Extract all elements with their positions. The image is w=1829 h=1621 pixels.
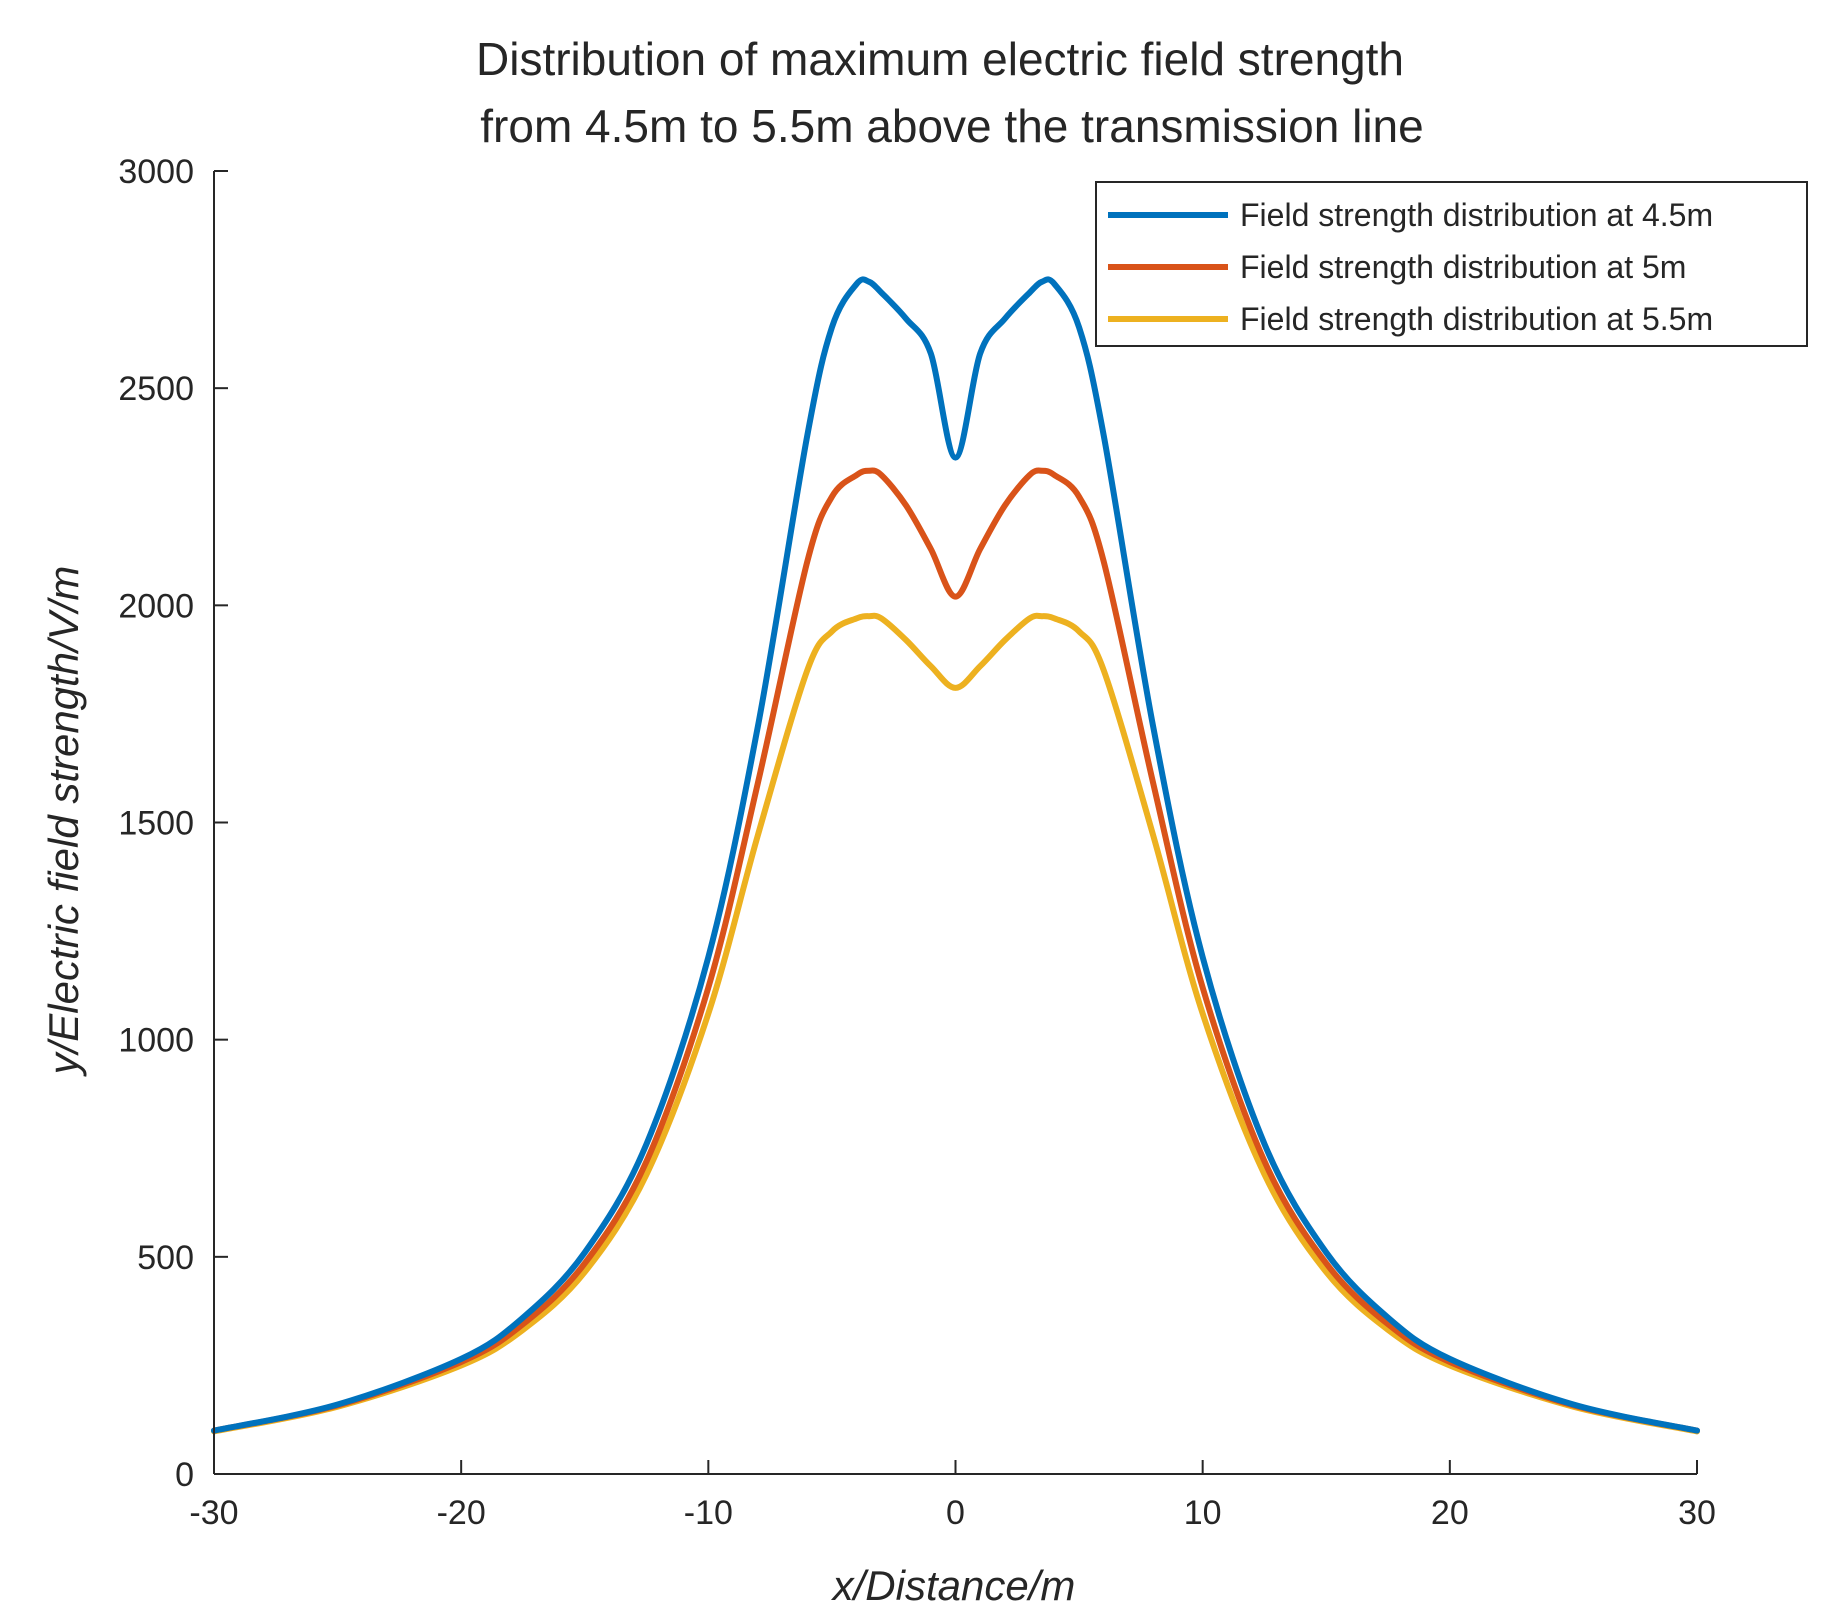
x-tick-label: 0 [946, 1494, 965, 1532]
y-tick-label: 3000 [118, 153, 194, 191]
series-layer [211, 276, 1700, 1435]
chart-title-line-2: from 4.5m to 5.5m above the transmission… [480, 100, 1423, 152]
x-axis-label: x/Distance/m [831, 1562, 1076, 1609]
y-ticks: 0 500 1000 1500 2000 2500 3000 [118, 153, 228, 1494]
series-line-1 [211, 276, 1700, 1434]
y-axis-label: y/Electric field strength/V/m [40, 566, 87, 1078]
x-tick-label: -30 [189, 1494, 238, 1532]
x-tick-label: -10 [684, 1494, 733, 1532]
legend-label-3: Field strength distribution at 5.5m [1240, 301, 1713, 337]
legend-label-2: Field strength distribution at 5m [1240, 249, 1686, 285]
y-tick-label: 1000 [118, 1022, 194, 1060]
series-line-2 [211, 467, 1700, 1434]
x-tick-label: 10 [1184, 1494, 1222, 1532]
y-tick-label: 2000 [118, 587, 194, 625]
chart-title-line-1: Distribution of maximum electric field s… [476, 33, 1404, 85]
legend: Field strength distribution at 4.5m Field… [1095, 181, 1808, 347]
x-tick-label: 20 [1431, 1494, 1469, 1532]
x-tick-label: -20 [437, 1494, 486, 1532]
y-tick-label: 1500 [118, 805, 194, 843]
legend-items: Field strength distribution at 4.5m Field… [1108, 197, 1713, 337]
y-tick-label: 500 [137, 1239, 194, 1277]
x-ticks: -30 -20 -10 0 10 20 30 [189, 1460, 1716, 1532]
y-tick-label: 0 [175, 1456, 194, 1494]
series-line-3 [211, 612, 1700, 1435]
y-tick-label: 2500 [118, 370, 194, 408]
legend-label-1: Field strength distribution at 4.5m [1240, 197, 1713, 233]
x-tick-label: 30 [1678, 1494, 1716, 1532]
